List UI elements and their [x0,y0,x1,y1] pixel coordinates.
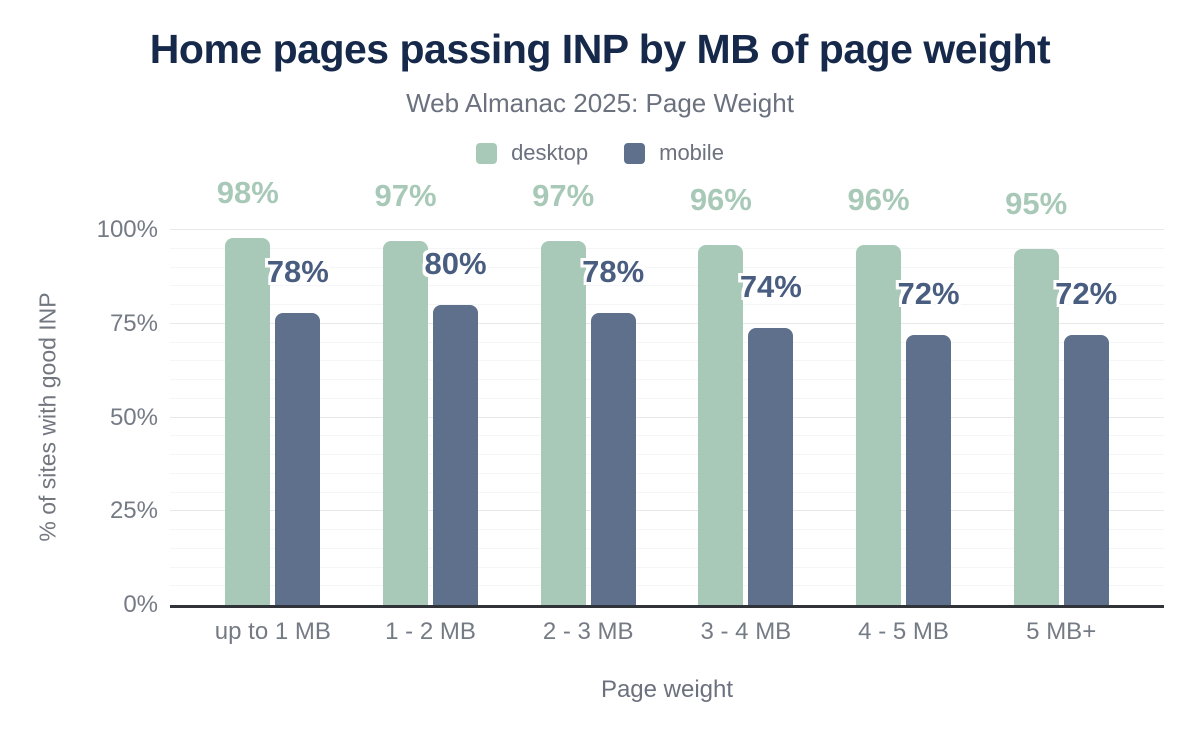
legend-label-desktop: desktop [511,140,589,165]
gridline-70 [170,341,1164,343]
gridline-30 [170,491,1164,493]
gridline-20 [170,529,1164,530]
legend: desktop mobile [0,140,1200,166]
gridline-85 [170,285,1164,287]
bar-value-desktop-1: 98% [216,174,279,210]
gridline-25 [170,510,1164,512]
bar-value-desktop-6: 95% [1005,185,1068,221]
x-axis-title: Page weight [600,676,734,703]
bar-desktop-5[interactable]: 96% [847,184,910,605]
bar-desktop-2[interactable]: 97% [374,180,437,605]
legend-swatch-desktop-icon [476,142,498,164]
gridlines [170,229,1164,605]
bar-group-4: 96% 74% [667,184,825,605]
bar-desktop-1[interactable]: 98% [217,177,279,605]
x-tick-6: 5 MB+ [1026,618,1097,645]
y-tick-25: 25% [109,497,158,525]
bar-value-mobile-3: 78% [582,253,645,289]
gridline-90 [170,266,1164,268]
gridline-10 [170,566,1164,568]
x-tick-4: 3 - 4 MB [700,618,792,645]
chart-title: Home pages passing INP by MB of page wei… [149,26,1051,72]
gridline-95 [170,247,1164,249]
bar-mobile-1[interactable]: 78% [267,256,329,605]
x-tick-5: 4 - 5 MB [858,618,949,645]
bar-value-desktop-4: 96% [689,182,752,217]
chart-subtitle: Web Almanac 2025: Page Weight [406,88,794,118]
x-tick-2: 1 - 2 MB [385,618,476,645]
legend-item-desktop[interactable]: desktop [476,140,588,166]
y-tick-100: 100% [96,216,158,243]
bar-mobile-5[interactable]: 72% [897,278,960,605]
bar-group-5: 96% 72% [825,184,983,605]
gridline-100 [170,229,1164,230]
bar-group-6: 95% 72% [982,188,1140,605]
x-tick-1: up to 1 MB [214,618,331,645]
gridline-5 [170,585,1164,587]
x-axis-ticks: up to 1 MB 1 - 2 MB 2 - 3 MB 3 - 4 MB 4 - 5 … [194,618,1140,646]
gridline-60 [170,379,1164,380]
y-tick-50: 50% [109,403,158,431]
gridline-50 [170,416,1164,418]
bar-value-mobile-4: 74% [739,268,802,304]
gridline-15 [170,547,1164,549]
gridline-45 [170,435,1164,437]
y-tick-0: 0% [123,591,158,618]
legend-item-mobile[interactable]: mobile [624,140,724,166]
bar-desktop-4[interactable]: 96% [690,184,752,605]
gridline-55 [170,397,1164,399]
bar-value-desktop-2: 97% [374,178,437,214]
bar-mobile-3[interactable]: 78% [582,256,644,605]
bar-group-2: 97% 80% [352,180,510,605]
plot-area: 98% 78% 97% 80% 97% 78% 96% 74% 96% 72% 95% 72% [170,177,1164,608]
bar-value-mobile-2: 80% [424,246,487,281]
bar-value-mobile-5: 72% [897,276,960,311]
y-tick-75: 75% [109,309,158,337]
bar-value-desktop-5: 96% [847,182,910,217]
gridline-75 [170,322,1164,324]
bar-desktop-6[interactable]: 95% [1005,188,1067,605]
bar-group-1: 98% 78% [194,177,352,605]
gridline-40 [170,454,1164,455]
bar-value-mobile-1: 78% [266,253,329,289]
legend-swatch-mobile-icon [624,142,646,164]
x-tick-3: 2 - 3 MB [542,618,634,645]
bar-groups: 98% 78% 97% 80% 97% 78% 96% 74% 96% 72% 95% 72% [170,177,1164,605]
bar-mobile-4[interactable]: 74% [740,271,802,605]
bar-desktop-3[interactable]: 97% [532,180,594,605]
gridline-80 [170,304,1164,305]
gridline-35 [170,472,1164,474]
gridline-65 [170,360,1164,362]
bar-value-desktop-3: 97% [532,178,595,214]
bar-mobile-2[interactable]: 80% [424,248,487,605]
bar-group-3: 97% 78% [509,180,667,605]
y-axis-ticks: 0% 25% 50% 75% 100% [0,216,158,618]
legend-label-mobile: mobile [659,140,724,165]
bar-mobile-6[interactable]: 72% [1055,278,1117,605]
bar-value-mobile-6: 72% [1055,276,1118,311]
